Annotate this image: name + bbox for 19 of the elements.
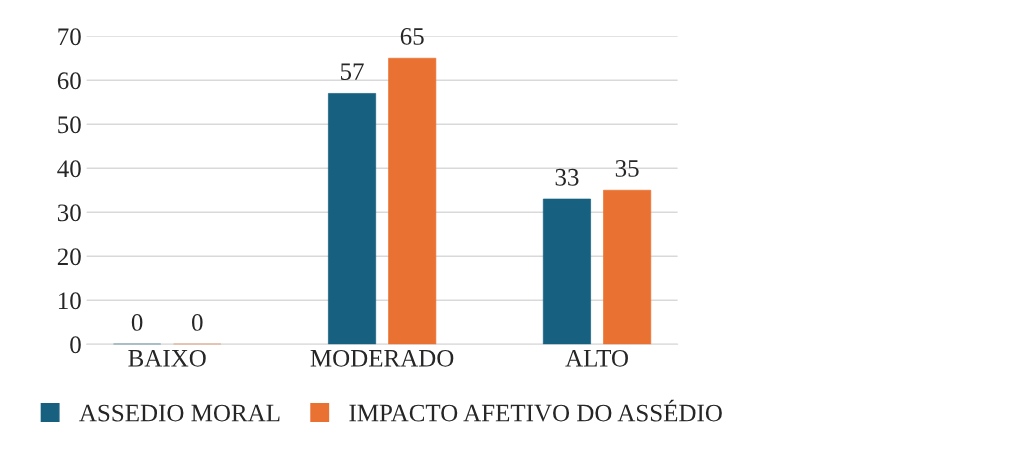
x-tick-label: BAIXO xyxy=(128,349,206,367)
legend-label: ASSEDIO MORAL xyxy=(79,404,280,422)
data-label: 65 xyxy=(400,28,424,45)
data-label: 57 xyxy=(340,63,364,81)
data-label: 33 xyxy=(555,168,579,186)
y-tick-label: 30 xyxy=(57,204,81,222)
y-tick-label: 20 xyxy=(57,248,81,266)
legend-label: IMPACTO AFETIVO DO ASSÉDIO xyxy=(349,399,722,422)
y-tick-label: 60 xyxy=(57,72,81,90)
y-tick-label: 70 xyxy=(58,28,81,46)
y-tick-label: 40 xyxy=(57,160,81,178)
x-tick-label: ALTO xyxy=(565,349,628,367)
data-label: 0 xyxy=(192,314,203,331)
data-label: 0 xyxy=(131,314,143,331)
y-tick-label: 10 xyxy=(58,292,81,310)
x-tick-label: MODERADO xyxy=(310,349,454,367)
data-label: 35 xyxy=(615,160,639,177)
y-tick-label: 50 xyxy=(58,116,81,134)
y-tick-label: 0 xyxy=(70,336,81,354)
